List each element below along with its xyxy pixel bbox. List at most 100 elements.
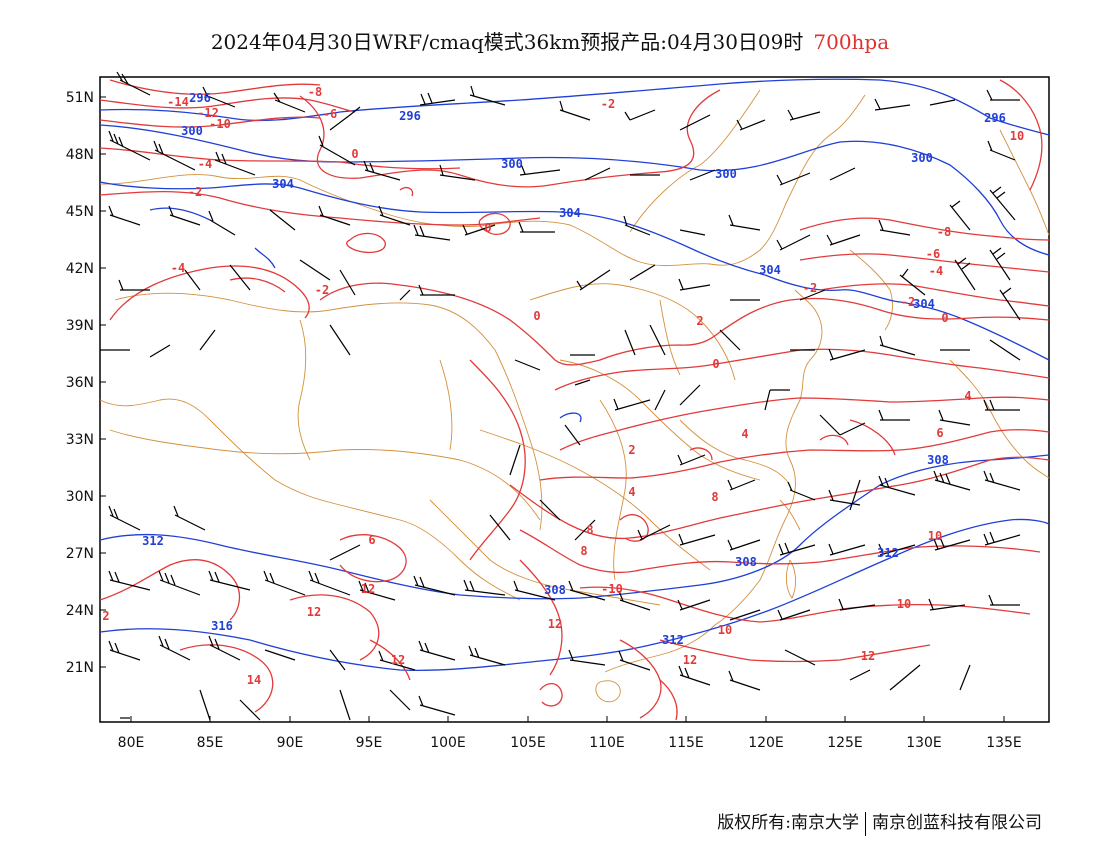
lat-tick-label: 27N — [66, 546, 94, 562]
temp-label: 10 — [718, 623, 732, 637]
lat-axis-labels: 51N 48N 45N 42N 39N 36N 33N 30N 27N 24N … — [66, 90, 94, 676]
height-contours — [99, 78, 1050, 671]
temp-label: -10 — [209, 117, 231, 131]
height-label: 304 — [759, 263, 781, 277]
temp-label: -10 — [601, 582, 623, 596]
temp-label: 8 — [580, 544, 587, 558]
lon-tick-label: 125E — [827, 735, 863, 751]
lon-tick-label: 110E — [589, 735, 625, 751]
temp-label: 8 — [711, 490, 718, 504]
height-label: 300 — [911, 151, 933, 165]
temp-label: 14 — [247, 673, 261, 687]
height-label: 304 — [272, 177, 294, 191]
temp-label: -2 — [803, 281, 817, 295]
lat-tick-label: 42N — [66, 261, 94, 277]
map-frame — [99, 76, 1050, 723]
lon-tick-label: 85E — [197, 735, 224, 751]
temp-label: -2 — [901, 295, 915, 309]
copyright-footer: 版权所有:南京大学 南京创蓝科技有限公司 — [717, 808, 1042, 836]
height-label: 308 — [735, 555, 757, 569]
height-label: 300 — [715, 167, 737, 181]
height-label: 300 — [181, 124, 203, 138]
copyright-owner: 版权所有:南京大学 — [717, 813, 859, 833]
lon-tick-label: 80E — [118, 735, 145, 751]
lon-tick-label: 105E — [510, 735, 546, 751]
lat-tick-label: 21N — [66, 660, 94, 676]
lat-tick-label: 30N — [66, 489, 94, 505]
lon-tick-label: 135E — [986, 735, 1022, 751]
lat-tick-label: 51N — [66, 90, 94, 106]
title-level: 700hpa — [813, 30, 890, 54]
lon-tick-label: 95E — [356, 735, 383, 751]
temp-label: 0 — [533, 309, 540, 323]
title-main: 2024年04月30日WRF/cmaq模式36km预报产品:04月30日09时 — [210, 30, 804, 54]
temp-label: -4 — [198, 157, 212, 171]
lon-tick-label: 115E — [668, 735, 704, 751]
temp-label: -2 — [315, 283, 329, 297]
height-label: 308 — [927, 453, 949, 467]
temperature-label-layer: -14 -12 -10 -8 -6 -4 -2 -2 -4 -2 0 0 0 0… — [102, 85, 1024, 687]
height-label: 296 — [189, 91, 211, 105]
temp-label: -14 — [167, 95, 189, 109]
temp-label: 8 — [586, 523, 593, 537]
height-label: 304 — [559, 206, 581, 220]
height-label: 316 — [211, 619, 233, 633]
temp-label: 2 — [628, 443, 635, 457]
temp-label: -2 — [188, 185, 202, 199]
map-title: 2024年04月30日WRF/cmaq模式36km预报产品:04月30日09时 7… — [0, 26, 1100, 55]
height-label: 312 — [662, 633, 684, 647]
border-lines — [99, 89, 1050, 703]
temp-label: 2 — [102, 609, 109, 623]
temp-label: 0 — [351, 147, 358, 161]
height-label: 304 — [913, 297, 935, 311]
lat-tick-label: 33N — [66, 432, 94, 448]
temp-label: -2 — [601, 97, 615, 111]
temp-label: -12 — [197, 106, 219, 120]
temp-label: -4 — [929, 264, 943, 278]
temp-label: 4 — [628, 485, 635, 499]
height-label: 296 — [984, 111, 1006, 125]
footer-divider — [865, 811, 866, 836]
temp-label: -6 — [323, 107, 337, 121]
lon-axis-labels: 80E 85E 90E 95E 100E 105E 110E 115E 120E… — [118, 735, 1022, 751]
axis-ticks — [100, 96, 1005, 722]
height-label: 296 — [399, 109, 421, 123]
temp-label: -6 — [926, 247, 940, 261]
temp-label: 12 — [683, 653, 697, 667]
lat-tick-label: 36N — [66, 375, 94, 391]
temp-label: -8 — [937, 225, 951, 239]
height-label: 312 — [142, 534, 164, 548]
temp-label: 6 — [368, 533, 375, 547]
wind-barbs — [100, 71, 1021, 721]
temp-label: 4 — [964, 389, 971, 403]
temp-label: 10 — [1010, 129, 1024, 143]
temp-label: 12 — [307, 605, 321, 619]
lat-tick-label: 48N — [66, 147, 94, 163]
lon-tick-label: 130E — [906, 735, 942, 751]
lon-tick-label: 100E — [430, 735, 466, 751]
temp-label: 10 — [897, 597, 911, 611]
temp-label: 12 — [391, 653, 405, 667]
temp-label: 10 — [928, 529, 942, 543]
lat-tick-label: 24N — [66, 603, 94, 619]
height-label: 300 — [501, 157, 523, 171]
temp-label: 0 — [941, 311, 948, 325]
height-label: 312 — [877, 546, 899, 560]
lat-tick-label: 39N — [66, 318, 94, 334]
lat-tick-label: 45N — [66, 204, 94, 220]
temp-label: 0 — [484, 221, 491, 235]
height-label: 308 — [544, 583, 566, 597]
lon-tick-label: 120E — [748, 735, 784, 751]
height-label-layer: 296 296 300 304 300 300 300 304 304 304 … — [142, 91, 1006, 647]
temp-label: -8 — [308, 85, 322, 99]
temperature-contours — [99, 79, 1050, 721]
temp-label: -4 — [171, 261, 185, 275]
temp-label: 12 — [861, 649, 875, 663]
temp-label: 12 — [548, 617, 562, 631]
temp-label: 0 — [712, 357, 719, 371]
temp-label: 4 — [741, 427, 748, 441]
temp-label: 12 — [361, 582, 375, 596]
lon-tick-label: 90E — [277, 735, 304, 751]
temp-label: 2 — [696, 314, 703, 328]
